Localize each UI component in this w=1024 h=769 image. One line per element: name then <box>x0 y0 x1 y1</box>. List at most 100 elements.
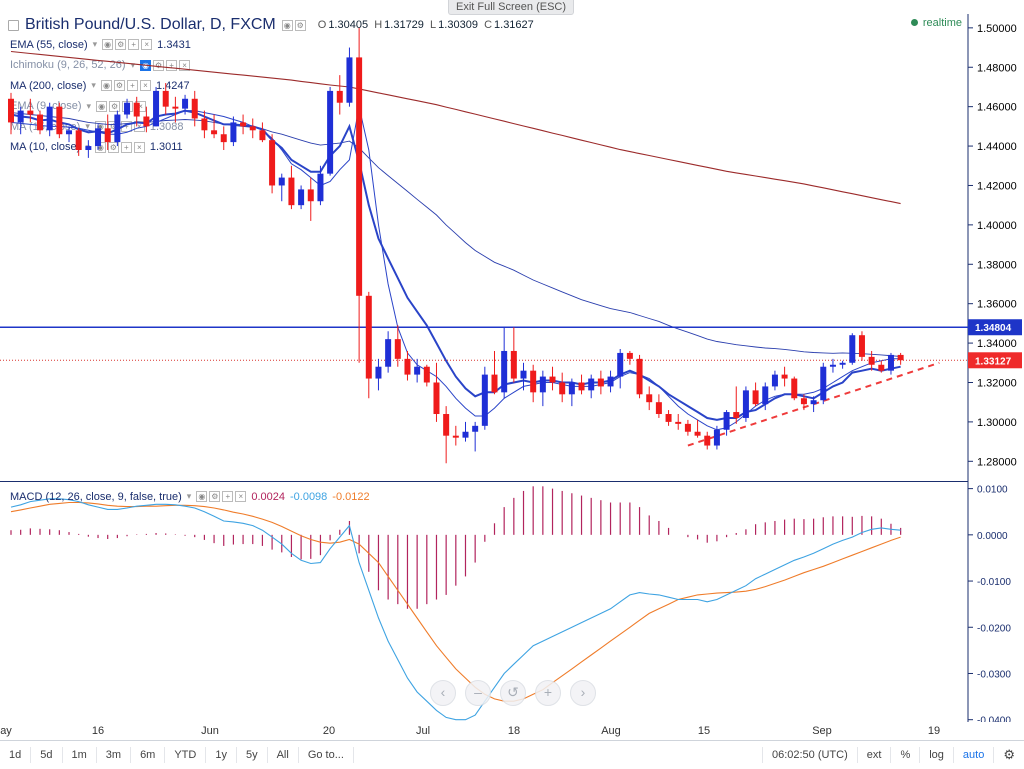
candle-body <box>636 358 643 395</box>
add-icon[interactable]: + <box>222 491 234 502</box>
ext-toggle[interactable]: ext <box>856 747 891 763</box>
candle-body <box>684 423 691 432</box>
eye-icon[interactable]: ◉ <box>100 80 112 91</box>
candle-body <box>143 116 150 127</box>
range-5d[interactable]: 5d <box>31 747 63 763</box>
candle-body <box>704 435 711 446</box>
chevron-down-icon[interactable]: ▾ <box>92 39 98 49</box>
price-tick-label: 1.38000 <box>977 259 1017 271</box>
candle-body <box>510 350 517 379</box>
x-tick-label: Jun <box>201 725 219 737</box>
realtime-status: realtime <box>910 17 962 29</box>
add-icon[interactable]: + <box>120 141 132 153</box>
resistance-price-label: 1.34804 <box>975 323 1012 334</box>
eye-icon[interactable]: ◉ <box>102 39 114 50</box>
range-1y[interactable]: 1y <box>206 747 237 763</box>
zoom-in-button[interactable]: + <box>535 680 561 706</box>
candle-body <box>501 350 508 393</box>
candle-body <box>404 358 411 375</box>
chevron-down-icon[interactable]: ▾ <box>86 100 92 111</box>
gear-icon[interactable]: ⚙ <box>209 491 221 502</box>
range-3m[interactable]: 3m <box>97 747 132 763</box>
candle-body <box>182 98 189 109</box>
exit-fullscreen-button[interactable]: Exit Full Screen (ESC) <box>448 0 574 15</box>
indicator-controls: ◉⚙+× <box>100 80 151 91</box>
candle-body <box>46 106 53 131</box>
indicator-name: MA (10, close) <box>10 141 81 153</box>
range-6m[interactable]: 6m <box>131 747 166 763</box>
bottom-toolbar: 1d 5d 1m 3m 6m YTD 1y 5y All Go to... 06… <box>0 740 1024 769</box>
scroll-right-button[interactable]: › <box>570 680 596 706</box>
candle-body <box>307 189 314 202</box>
close-icon[interactable]: × <box>139 80 151 91</box>
candle-body <box>713 429 720 446</box>
price-tick-label: 1.44000 <box>977 141 1017 153</box>
eye-icon[interactable]: ◉ <box>281 19 293 31</box>
candle-body <box>288 177 295 206</box>
add-icon[interactable]: + <box>126 80 138 91</box>
candle-body <box>742 390 749 418</box>
chevron-down-icon[interactable]: ▾ <box>130 59 136 70</box>
chart-title: British Pound/U.S. Dollar, D, FXCM <box>25 16 276 33</box>
candle-body <box>452 435 459 438</box>
candle-body <box>849 335 856 363</box>
symbol-square-icon[interactable] <box>8 19 19 31</box>
chevron-down-icon[interactable]: ▾ <box>186 491 192 501</box>
candle-body <box>530 370 537 393</box>
gear-icon[interactable]: ⚙ <box>294 19 306 31</box>
candle-body <box>481 374 488 426</box>
candle-body <box>153 90 160 127</box>
gear-icon[interactable]: ⚙ <box>153 59 165 71</box>
gear-icon[interactable]: ⚙ <box>993 747 1024 763</box>
candle-body <box>520 370 527 379</box>
candle-body <box>752 390 759 405</box>
range-all[interactable]: All <box>268 747 299 763</box>
candle-body <box>887 354 894 371</box>
gear-icon[interactable]: ⚙ <box>107 141 119 153</box>
last-price-label: 1.33127 <box>975 356 1012 367</box>
range-ytd[interactable]: YTD <box>165 747 207 763</box>
zoom-out-button[interactable]: – <box>465 680 491 706</box>
price-chart[interactable]: 1.50000 1.48000 1.46000 1.44000 1.42000 1.400… <box>0 0 1024 722</box>
last-price-tag <box>968 352 1022 369</box>
macd-controls: ◉ ⚙ + × <box>196 491 247 502</box>
add-icon[interactable]: + <box>166 59 178 71</box>
macd-name: MACD (12, 26, close, 9, false, true) <box>10 490 182 503</box>
add-icon[interactable]: + <box>128 39 140 50</box>
range-1d[interactable]: 1d <box>0 747 32 763</box>
gear-icon[interactable]: ⚙ <box>115 39 127 50</box>
high-label: H <box>374 19 383 31</box>
close-icon[interactable]: × <box>133 141 145 153</box>
eye-icon[interactable]: ◉ <box>196 491 208 502</box>
candle-body <box>201 118 208 131</box>
eye-icon[interactable]: ◉ <box>96 100 108 112</box>
price-tick-label: 1.32000 <box>977 377 1017 389</box>
log-toggle[interactable]: log <box>919 747 953 763</box>
time-axis: ay 16 Jun 20 Jul 18 Aug 15 Sep 19 <box>0 722 968 740</box>
goto-button[interactable]: Go to... <box>299 747 354 763</box>
candle-body <box>559 382 566 395</box>
range-1m[interactable]: 1m <box>63 747 97 763</box>
indicator-row: MA (10, close)▾◉⚙+×1.3011 <box>10 140 183 155</box>
candle-body <box>356 57 363 296</box>
candle-body <box>95 128 102 147</box>
candle-body <box>66 130 73 135</box>
candle-body <box>578 382 585 391</box>
reset-button[interactable]: ↺ <box>500 680 526 706</box>
chevron-down-icon[interactable]: ▾ <box>91 80 96 90</box>
auto-toggle[interactable]: auto <box>952 747 993 763</box>
candle-body <box>829 364 836 367</box>
percent-toggle[interactable]: % <box>890 747 919 763</box>
chevron-down-icon[interactable]: ▾ <box>85 121 90 131</box>
candle-body <box>56 106 63 135</box>
close-icon[interactable]: × <box>141 39 153 50</box>
scroll-left-button[interactable]: ‹ <box>430 680 456 706</box>
candle-body <box>17 110 24 123</box>
gear-icon[interactable]: ⚙ <box>113 80 125 91</box>
candle-body <box>385 339 392 367</box>
close-icon[interactable]: × <box>235 491 247 502</box>
range-5y[interactable]: 5y <box>237 747 268 763</box>
close-icon[interactable]: × <box>179 59 191 71</box>
candle-body <box>240 122 247 127</box>
gear-icon[interactable]: ⚙ <box>109 100 121 112</box>
